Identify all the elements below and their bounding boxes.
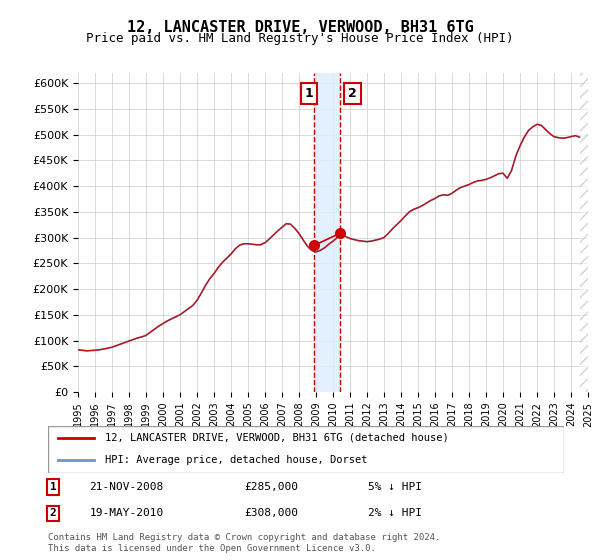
Text: HPI: Average price, detached house, Dorset: HPI: Average price, detached house, Dors… xyxy=(105,455,367,465)
Text: 1: 1 xyxy=(50,482,56,492)
Text: £285,000: £285,000 xyxy=(244,482,298,492)
Text: 2% ↓ HPI: 2% ↓ HPI xyxy=(368,508,422,519)
Text: 1: 1 xyxy=(305,87,314,100)
Text: 21-NOV-2008: 21-NOV-2008 xyxy=(89,482,164,492)
Text: 12, LANCASTER DRIVE, VERWOOD, BH31 6TG: 12, LANCASTER DRIVE, VERWOOD, BH31 6TG xyxy=(127,20,473,35)
Text: 5% ↓ HPI: 5% ↓ HPI xyxy=(368,482,422,492)
FancyBboxPatch shape xyxy=(48,426,564,473)
Text: Price paid vs. HM Land Registry's House Price Index (HPI): Price paid vs. HM Land Registry's House … xyxy=(86,32,514,45)
Text: 12, LANCASTER DRIVE, VERWOOD, BH31 6TG (detached house): 12, LANCASTER DRIVE, VERWOOD, BH31 6TG (… xyxy=(105,432,449,442)
Text: 2: 2 xyxy=(348,87,357,100)
Text: 19-MAY-2010: 19-MAY-2010 xyxy=(89,508,164,519)
Text: £308,000: £308,000 xyxy=(244,508,298,519)
Text: Contains HM Land Registry data © Crown copyright and database right 2024.
This d: Contains HM Land Registry data © Crown c… xyxy=(48,533,440,553)
Bar xyxy=(314,73,340,392)
Text: 2: 2 xyxy=(50,508,56,519)
